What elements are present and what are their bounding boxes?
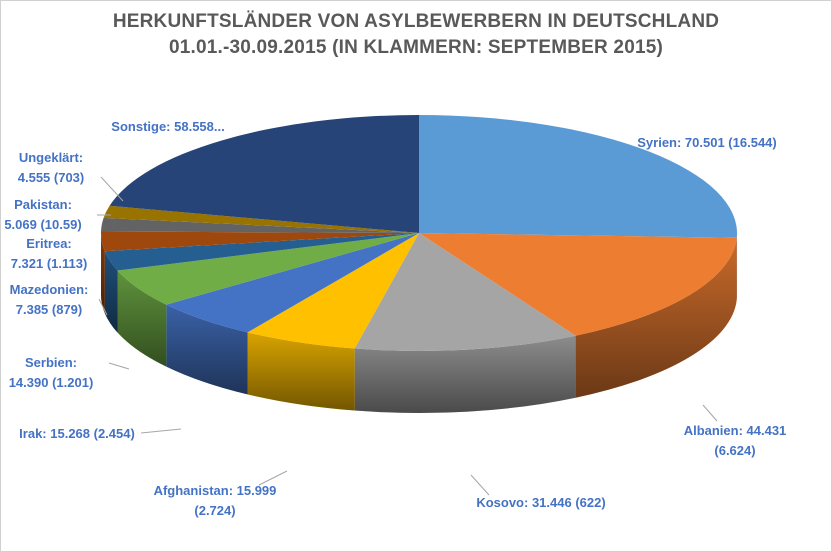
- slice-serbien: [117, 233, 420, 305]
- slice-syrien: [419, 115, 738, 238]
- data-label-irak: Irak: 15.268 (2.454): [19, 426, 135, 441]
- slice-side-mazedonien: [104, 251, 118, 333]
- data-label-line: Syrien: 70.501 (16.544): [637, 135, 776, 150]
- data-label-line: Kosovo: 31.446 (622): [476, 495, 605, 510]
- data-label-line: Irak: 15.268 (2.454): [19, 426, 135, 441]
- data-label-line: Eritrea:: [26, 236, 72, 251]
- chart-title-line-1: HERKUNFTSLÄNDER VON ASYLBEWERBERN IN DEU…: [112, 11, 720, 32]
- data-label-afghanistan: Afghanistan: 15.999 (2.724): [154, 483, 277, 518]
- slice-mazedonien: [104, 233, 419, 271]
- data-label-line: 7.321 (1.113): [11, 256, 88, 271]
- slice-side-afghanistan: [247, 332, 355, 411]
- data-labels: Syrien: 70.501 (16.544) Albanien: 44.431 (…: [4, 119, 786, 518]
- data-label-line: (6.624): [714, 443, 755, 458]
- slice-ungeklart: [103, 205, 419, 233]
- data-label-albanien: Albanien: 44.431 (6.624): [684, 423, 787, 458]
- data-label-line: Ungeklärt:: [19, 150, 83, 165]
- data-label-mazedonien: Mazedonien: 7.385 (879): [10, 282, 89, 317]
- data-label-sonstige: Sonstige: 58.558...: [111, 119, 224, 134]
- slice-pakistan: [101, 217, 419, 233]
- data-label-line: 7.385 (879): [16, 302, 83, 317]
- data-label-line: Serbien:: [25, 355, 77, 370]
- data-label-line: 5.069 (10.59): [4, 217, 81, 232]
- slice-irak: [166, 233, 419, 333]
- data-label-kosovo: Kosovo: 31.446 (622): [476, 495, 605, 510]
- slice-side-serbien: [117, 270, 167, 367]
- slice-albanien: [419, 233, 737, 336]
- data-label-line: 14.390 (1.201): [9, 375, 94, 390]
- slice-eritrea: [100, 231, 419, 252]
- data-label-pakistan: Pakistan: 5.069 (10.59): [4, 197, 81, 232]
- slice-side-kosovo: [354, 335, 576, 413]
- data-label-eritrea: Eritrea: 7.321 (1.113): [11, 236, 88, 271]
- label-leaders: [97, 176, 718, 496]
- leader-serbien: [108, 362, 130, 370]
- data-label-syrien: Syrien: 70.501 (16.544): [637, 135, 776, 150]
- slice-side-eritrea: [101, 233, 105, 314]
- pie-tops: [100, 115, 738, 351]
- data-label-line: Sonstige: 58.558...: [111, 119, 224, 134]
- leader-irak: [140, 428, 182, 434]
- slice-sonstige: [109, 115, 420, 233]
- slice-side-albanien: [575, 237, 737, 398]
- leader-mazedonien: [98, 298, 108, 316]
- slice-side-irak: [166, 304, 248, 395]
- data-label-line: Afghanistan: 15.999: [154, 483, 277, 498]
- leader-ungeklart: [100, 176, 124, 202]
- pie-sides: [101, 233, 737, 413]
- data-label-line: Pakistan:: [14, 197, 72, 212]
- data-label-line: Mazedonien:: [10, 282, 89, 297]
- leader-albanien: [702, 404, 718, 422]
- leader-afghanistan: [258, 470, 288, 486]
- slice-kosovo: [354, 233, 576, 351]
- slice-afghanistan: [247, 233, 419, 349]
- data-label-line: 4.555 (703): [18, 170, 85, 185]
- leader-kosovo: [470, 474, 490, 496]
- data-label-ungeklart: Ungeklärt: 4.555 (703): [18, 150, 85, 185]
- data-label-line: Albanien: 44.431: [684, 423, 787, 438]
- chart-title: HERKUNFTSLÄNDER VON ASYLBEWERBERN IN DEU…: [1, 9, 831, 61]
- chart-title-line-2: 01.01.-30.09.2015 (IN KLAMMERN: SEPTEMBE…: [168, 37, 664, 58]
- data-label-serbien: Serbien: 14.390 (1.201): [9, 355, 94, 390]
- data-label-line: (2.724): [194, 503, 235, 518]
